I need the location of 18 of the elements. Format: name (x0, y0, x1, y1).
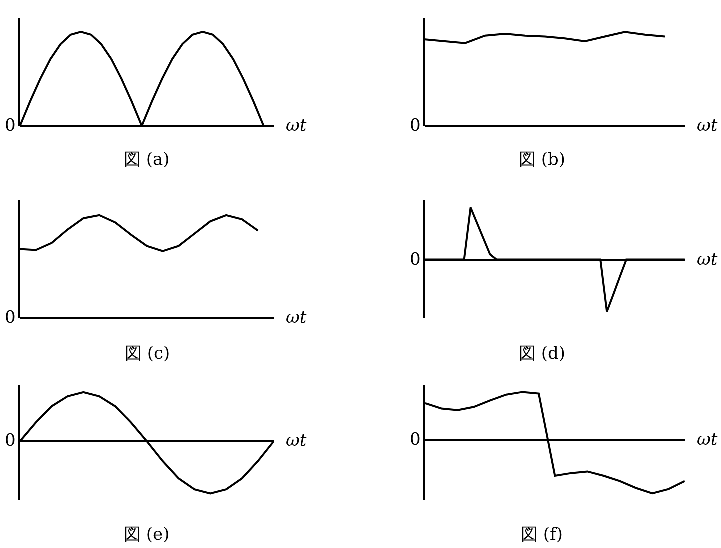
x-axis-title: ωt (286, 431, 307, 451)
text: 0 (410, 250, 421, 270)
text: 0 (410, 430, 421, 450)
x-axis-title: ωt (697, 430, 718, 450)
text: 図 (c) (125, 344, 170, 364)
text: 0 (410, 116, 421, 136)
text: 図 (a) (124, 150, 170, 170)
text: 0 (5, 431, 16, 451)
text: 図 (e) (124, 525, 170, 545)
x-axis-title: ωt (697, 250, 718, 270)
text: 0 (5, 308, 16, 328)
text: 図 (b) (519, 150, 566, 170)
text: 0 (5, 116, 16, 136)
x-axis-title: ωt (286, 308, 307, 328)
x-axis-title: ωt (697, 116, 718, 136)
x-axis-title: ωt (286, 116, 307, 136)
text: 図 (d) (519, 344, 566, 364)
text: 図 (f) (521, 525, 563, 545)
